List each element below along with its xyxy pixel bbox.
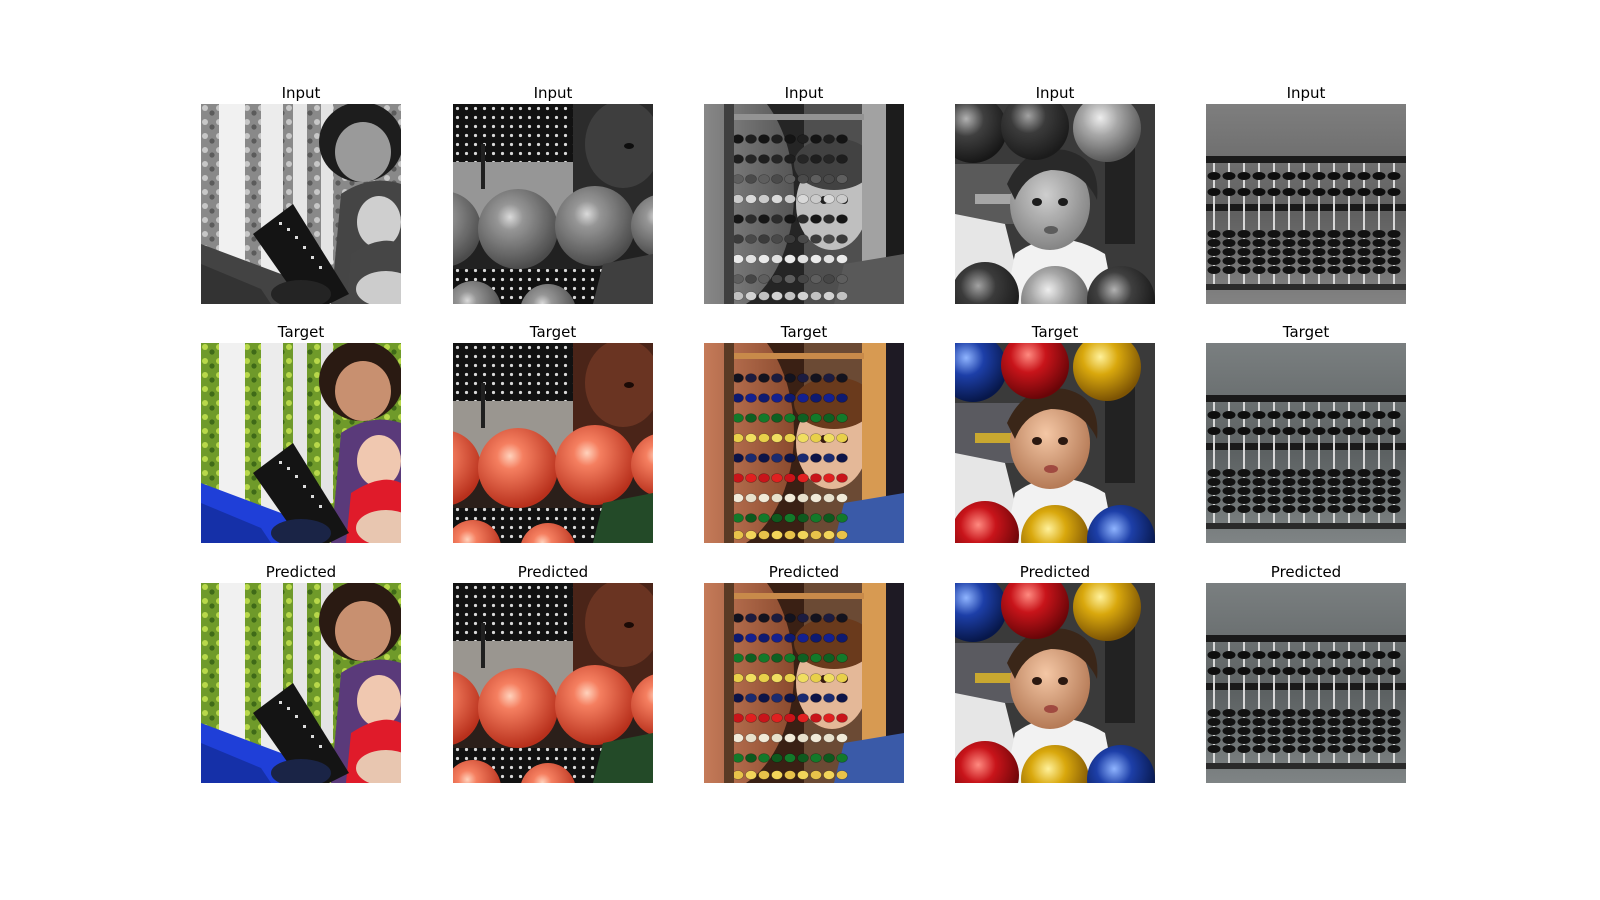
predicted-image-colorful-abacus bbox=[704, 583, 904, 783]
predicted-image-black-abacus bbox=[1206, 583, 1406, 783]
target-title: Target bbox=[529, 323, 577, 341]
input-title: Input bbox=[1286, 84, 1326, 102]
predicted-image-grandma bbox=[201, 583, 401, 783]
target-title: Target bbox=[1282, 323, 1330, 341]
input-title: Input bbox=[1035, 84, 1075, 102]
input-image-grandma bbox=[201, 104, 401, 304]
predicted-title: Predicted bbox=[517, 563, 589, 581]
target-title: Target bbox=[780, 323, 828, 341]
predicted-title: Predicted bbox=[1270, 563, 1342, 581]
target-image-orange-balls bbox=[453, 343, 653, 543]
input-image-orange-balls bbox=[453, 104, 653, 304]
input-image-boy-balls bbox=[955, 104, 1155, 304]
predicted-title: Predicted bbox=[768, 563, 840, 581]
input-title: Input bbox=[533, 84, 573, 102]
target-image-colorful-abacus bbox=[704, 343, 904, 543]
input-image-black-abacus bbox=[1206, 104, 1406, 304]
input-title: Input bbox=[784, 84, 824, 102]
target-image-grandma bbox=[201, 343, 401, 543]
predicted-image-orange-balls bbox=[453, 583, 653, 783]
predicted-image-boy-balls bbox=[955, 583, 1155, 783]
input-image-colorful-abacus bbox=[704, 104, 904, 304]
target-title: Target bbox=[1031, 323, 1079, 341]
target-title: Target bbox=[277, 323, 325, 341]
predicted-title: Predicted bbox=[265, 563, 337, 581]
input-title: Input bbox=[281, 84, 321, 102]
target-image-boy-balls bbox=[955, 343, 1155, 543]
target-image-black-abacus bbox=[1206, 343, 1406, 543]
predicted-title: Predicted bbox=[1019, 563, 1091, 581]
